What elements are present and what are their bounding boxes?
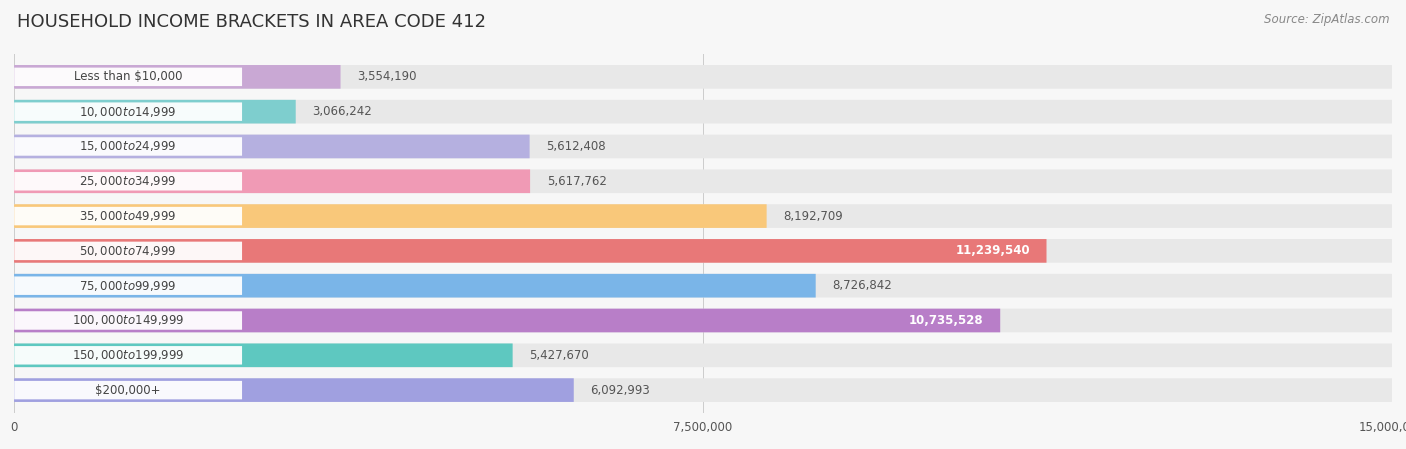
Text: $75,000 to $99,999: $75,000 to $99,999	[79, 279, 177, 293]
Text: $35,000 to $49,999: $35,000 to $49,999	[79, 209, 177, 223]
Text: 5,617,762: 5,617,762	[547, 175, 606, 188]
Text: Source: ZipAtlas.com: Source: ZipAtlas.com	[1264, 13, 1389, 26]
Text: $25,000 to $34,999: $25,000 to $34,999	[79, 174, 177, 188]
FancyBboxPatch shape	[14, 100, 295, 123]
FancyBboxPatch shape	[14, 65, 1392, 89]
FancyBboxPatch shape	[14, 343, 1392, 367]
FancyBboxPatch shape	[14, 381, 242, 399]
FancyBboxPatch shape	[14, 378, 1392, 402]
Text: 10,735,528: 10,735,528	[910, 314, 984, 327]
Text: 5,612,408: 5,612,408	[546, 140, 606, 153]
FancyBboxPatch shape	[14, 242, 242, 260]
FancyBboxPatch shape	[14, 239, 1046, 263]
FancyBboxPatch shape	[14, 204, 1392, 228]
Text: $100,000 to $149,999: $100,000 to $149,999	[72, 313, 184, 327]
Text: 8,726,842: 8,726,842	[832, 279, 891, 292]
FancyBboxPatch shape	[14, 102, 242, 121]
Text: 6,092,993: 6,092,993	[591, 383, 650, 396]
FancyBboxPatch shape	[14, 308, 1000, 332]
Text: 8,192,709: 8,192,709	[783, 210, 844, 223]
Text: 3,066,242: 3,066,242	[312, 105, 373, 118]
Text: Less than $10,000: Less than $10,000	[73, 70, 183, 84]
FancyBboxPatch shape	[14, 65, 340, 89]
FancyBboxPatch shape	[14, 204, 766, 228]
Text: $50,000 to $74,999: $50,000 to $74,999	[79, 244, 177, 258]
FancyBboxPatch shape	[14, 207, 242, 225]
Text: $200,000+: $200,000+	[96, 383, 160, 396]
Text: $150,000 to $199,999: $150,000 to $199,999	[72, 348, 184, 362]
Text: 11,239,540: 11,239,540	[955, 244, 1031, 257]
FancyBboxPatch shape	[14, 239, 1392, 263]
FancyBboxPatch shape	[14, 274, 815, 298]
FancyBboxPatch shape	[14, 135, 530, 158]
Text: HOUSEHOLD INCOME BRACKETS IN AREA CODE 412: HOUSEHOLD INCOME BRACKETS IN AREA CODE 4…	[17, 13, 486, 31]
FancyBboxPatch shape	[14, 311, 242, 330]
FancyBboxPatch shape	[14, 346, 242, 365]
FancyBboxPatch shape	[14, 137, 242, 156]
FancyBboxPatch shape	[14, 169, 530, 193]
FancyBboxPatch shape	[14, 277, 242, 295]
FancyBboxPatch shape	[14, 172, 242, 190]
FancyBboxPatch shape	[14, 68, 242, 86]
FancyBboxPatch shape	[14, 169, 1392, 193]
Text: 3,554,190: 3,554,190	[357, 70, 416, 84]
FancyBboxPatch shape	[14, 378, 574, 402]
FancyBboxPatch shape	[14, 135, 1392, 158]
Text: $15,000 to $24,999: $15,000 to $24,999	[79, 140, 177, 154]
FancyBboxPatch shape	[14, 308, 1392, 332]
FancyBboxPatch shape	[14, 343, 513, 367]
Text: $10,000 to $14,999: $10,000 to $14,999	[79, 105, 177, 119]
FancyBboxPatch shape	[14, 100, 1392, 123]
Text: 5,427,670: 5,427,670	[529, 349, 589, 362]
FancyBboxPatch shape	[14, 274, 1392, 298]
